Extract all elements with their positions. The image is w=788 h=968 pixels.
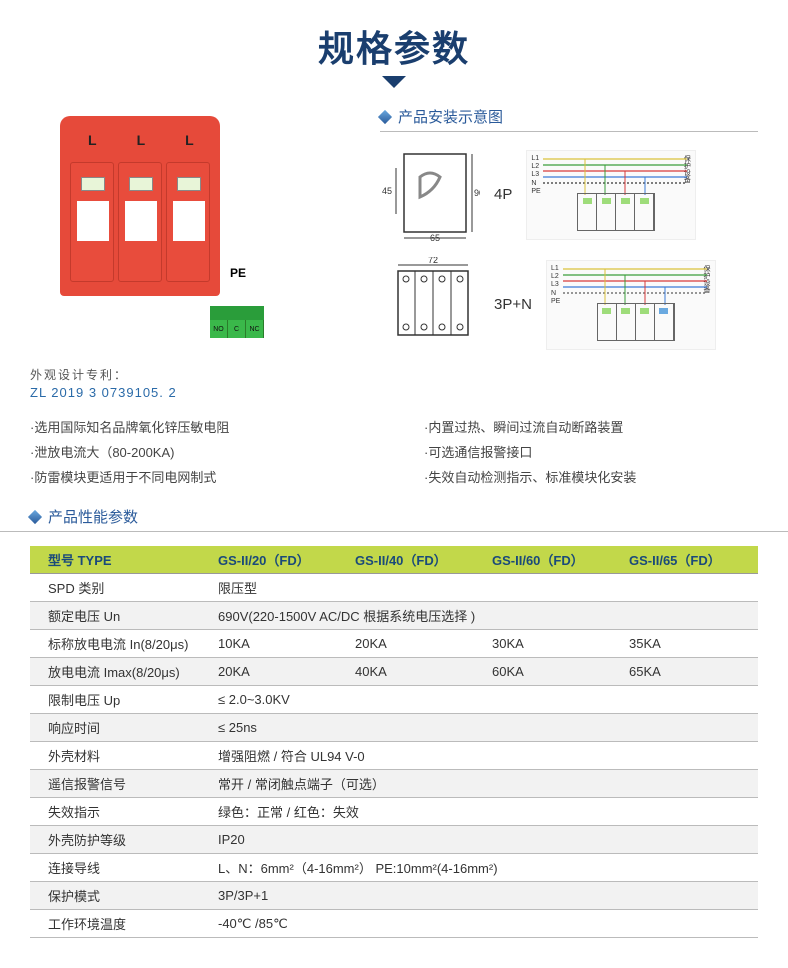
svg-text:72: 72 (428, 257, 438, 265)
table-header-cell: GS-II/65（FD） (621, 546, 758, 574)
feature-item: ·内置过热、瞬间过流自动断路装置 (424, 416, 758, 441)
label-4p: 4P (494, 186, 512, 203)
table-header-cell: GS-II/20（FD） (210, 546, 347, 574)
row-label: 遥信报警信号 (30, 770, 210, 798)
row-label: 限制电压 Up (30, 686, 210, 714)
spd-device-illustration: LLL PE (60, 116, 240, 316)
table-row: 标称放电电流 In(8/20μs)10KA20KA30KA35KA (30, 630, 758, 658)
table-row: 响应时间≤ 25ns (30, 714, 758, 742)
feature-item: ·选用国际知名品牌氧化锌压敏电阻 (30, 416, 364, 441)
feature-item: ·防雷模块更适用于不同电网制式 (30, 466, 364, 491)
feature-item: ·可选通信报警接口 (424, 441, 758, 466)
feature-item: ·泄放电流大（80-200KA) (30, 441, 364, 466)
row-label: 外壳防护等级 (30, 826, 210, 854)
install-diagram-title: 产品安装示意图 (398, 106, 503, 127)
diagram-row-4p: 65 90 45 4P L1 L2 L3 N PE 保护设备 (380, 142, 758, 247)
table-row: 限制电压 Up≤ 2.0~3.0KV (30, 686, 758, 714)
row-value: 3P/3P+1 (210, 882, 758, 910)
diagram-area: 65 90 45 4P L1 L2 L3 N PE 保护设备 (380, 142, 758, 352)
row-label: SPD 类别 (30, 574, 210, 602)
terminal-block-icon: NOCNC (210, 306, 270, 342)
table-row: 连接导线L、N：6mm²（4-16mm²） PE:10mm²(4-16mm²) (30, 854, 758, 882)
label-3pn: 3P+N (494, 296, 532, 313)
table-row: 外壳材料增强阻燃 / 符合 UL94 V-0 (30, 742, 758, 770)
diagram-row-3pn: 72 3P+N L1 L2 L3 N PE 保护设备 (380, 257, 758, 352)
row-label: 放电电流 Imax(8/20μs) (30, 658, 210, 686)
title-block: 规格参数 (30, 20, 758, 92)
product-image: LLL PE NOCNC (30, 106, 340, 366)
performance-title: 产品性能参数 (48, 506, 138, 527)
table-header-cell: GS-II/40（FD） (347, 546, 484, 574)
features-row: ·选用国际知名品牌氧化锌压敏电阻·泄放电流大（80-200KA)·防雷模块更适用… (30, 416, 758, 490)
top-row: LLL PE NOCNC 外观设计专利： ZL 2019 3 0739105. … (30, 106, 758, 400)
table-header-row: 型号 TYPEGS-II/20（FD）GS-II/40（FD）GS-II/60（… (30, 546, 758, 574)
row-value: 绿色：正常 / 红色：失效 (210, 798, 758, 826)
dimension-diagram-3pn: 72 (380, 257, 480, 347)
row-value: 常开 / 常闭触点端子（可选） (210, 770, 758, 798)
table-row: 工作环境温度-40℃ /85℃ (30, 910, 758, 938)
row-value: 30KA (484, 630, 621, 658)
install-diagram-column: 产品安装示意图 65 90 45 (380, 106, 758, 400)
row-value: 限压型 (210, 574, 758, 602)
table-row: 保护模式3P/3P+1 (30, 882, 758, 910)
row-value: 65KA (621, 658, 758, 686)
row-value: 690V(220-1500V AC/DC 根据系统电压选择 ) (210, 602, 758, 630)
performance-header: 产品性能参数 (0, 506, 788, 532)
table-row: 放电电流 Imax(8/20μs)20KA40KA60KA65KA (30, 658, 758, 686)
table-row: 失效指示绿色：正常 / 红色：失效 (30, 798, 758, 826)
row-value: 10KA (210, 630, 347, 658)
product-column: LLL PE NOCNC 外观设计专利： ZL 2019 3 0739105. … (30, 106, 340, 400)
row-label: 响应时间 (30, 714, 210, 742)
patent-label: 外观设计专利： (30, 366, 340, 385)
install-diagram-header: 产品安装示意图 (380, 106, 758, 132)
svg-text:65: 65 (430, 233, 440, 242)
table-row: 外壳防护等级IP20 (30, 826, 758, 854)
diamond-icon (378, 109, 392, 123)
feature-item: ·失效自动检测指示、标准模块化安装 (424, 466, 758, 491)
svg-text:45: 45 (382, 186, 392, 196)
row-value: 增强阻燃 / 符合 UL94 V-0 (210, 742, 758, 770)
row-value: 35KA (621, 630, 758, 658)
table-header-cell: 型号 TYPE (30, 546, 210, 574)
row-label: 连接导线 (30, 854, 210, 882)
row-value: ≤ 2.0~3.0KV (210, 686, 758, 714)
svg-text:90: 90 (474, 188, 480, 198)
table-row: 遥信报警信号常开 / 常闭触点端子（可选） (30, 770, 758, 798)
page-title: 规格参数 (30, 20, 758, 72)
dimension-diagram-4p: 65 90 45 (380, 142, 480, 242)
features-left: ·选用国际知名品牌氧化锌压敏电阻·泄放电流大（80-200KA)·防雷模块更适用… (30, 416, 364, 490)
row-value: 60KA (484, 658, 621, 686)
wiring-diagram-3pn: L1 L2 L3 N PE 保护设备 (546, 260, 716, 350)
row-label: 标称放电电流 In(8/20μs) (30, 630, 210, 658)
features-right: ·内置过热、瞬间过流自动断路装置·可选通信报警接口·失效自动检测指示、标准模块化… (424, 416, 758, 490)
patent-number: ZL 2019 3 0739105. 2 (30, 385, 340, 400)
table-row: 额定电压 Un690V(220-1500V AC/DC 根据系统电压选择 ) (30, 602, 758, 630)
row-label: 外壳材料 (30, 742, 210, 770)
spec-table: 型号 TYPEGS-II/20（FD）GS-II/40（FD）GS-II/60（… (30, 546, 758, 938)
row-label: 额定电压 Un (30, 602, 210, 630)
row-label: 失效指示 (30, 798, 210, 826)
row-label: 工作环境温度 (30, 910, 210, 938)
row-value: -40℃ /85℃ (210, 910, 758, 938)
row-value: L、N：6mm²（4-16mm²） PE:10mm²(4-16mm²) (210, 854, 758, 882)
row-value: IP20 (210, 826, 758, 854)
row-label: 保护模式 (30, 882, 210, 910)
row-value: 20KA (347, 630, 484, 658)
down-arrow-icon (30, 76, 758, 92)
table-header-cell: GS-II/60（FD） (484, 546, 621, 574)
row-value: 40KA (347, 658, 484, 686)
row-value: ≤ 25ns (210, 714, 758, 742)
table-row: SPD 类别限压型 (30, 574, 758, 602)
wiring-diagram-4p: L1 L2 L3 N PE 保护设备 (526, 150, 696, 240)
row-value: 20KA (210, 658, 347, 686)
diamond-icon (28, 510, 42, 524)
